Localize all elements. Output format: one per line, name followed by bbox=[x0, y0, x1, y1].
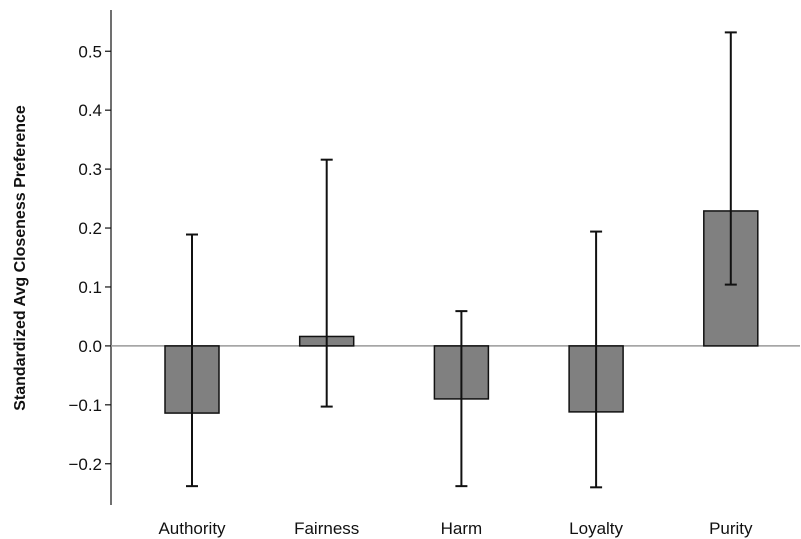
x-tick-label-purity: Purity bbox=[709, 519, 753, 538]
y-tick-label: −0.2 bbox=[68, 455, 102, 474]
y-tick-label: 0.2 bbox=[78, 219, 102, 238]
x-tick-label-loyalty: Loyalty bbox=[569, 519, 623, 538]
y-tick-label: 0.4 bbox=[78, 101, 102, 120]
y-axis-title: Standardized Avg Closeness Preference bbox=[12, 105, 29, 411]
error-bar-purity bbox=[724, 31, 737, 286]
y-axis: −0.2 −0.1 0.0 0.1 0.2 0.3 0.4 0.5 bbox=[68, 10, 112, 505]
y-tick-label: 0.0 bbox=[78, 337, 102, 356]
error-bar-fairness bbox=[320, 158, 333, 408]
y-tick-label: 0.1 bbox=[78, 278, 102, 297]
x-tick-label-fairness: Fairness bbox=[294, 519, 359, 538]
category-labels: Authority Fairness Harm Loyalty Purity bbox=[158, 519, 753, 538]
error-bar-authority bbox=[186, 233, 198, 488]
error-bars bbox=[186, 31, 737, 489]
y-tick-label: −0.1 bbox=[68, 396, 102, 415]
y-tick-label: 0.5 bbox=[78, 42, 102, 61]
error-bar-loyalty bbox=[590, 230, 603, 489]
error-bar-harm bbox=[455, 310, 468, 488]
x-tick-label-harm: Harm bbox=[441, 519, 483, 538]
x-tick-label-authority: Authority bbox=[158, 519, 226, 538]
y-tick-label: 0.3 bbox=[78, 160, 102, 179]
